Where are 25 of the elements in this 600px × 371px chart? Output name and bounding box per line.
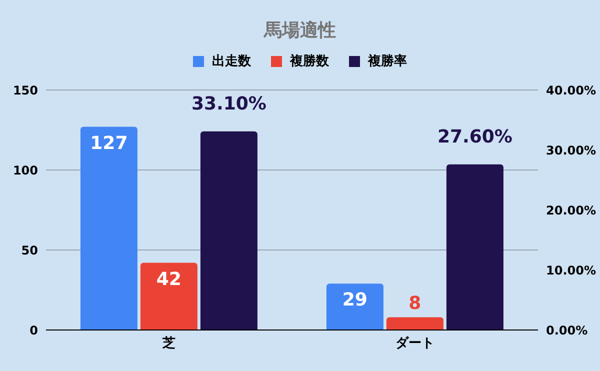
y-tick-label: 50 (21, 243, 38, 258)
x-tick-label: ダート (396, 336, 434, 352)
y2-tick-label: 40.00% (546, 83, 596, 98)
data-label: 29 (342, 290, 368, 311)
bar (326, 284, 384, 330)
legend-label: 出走数 (212, 53, 251, 70)
data-label: 127 (90, 132, 128, 154)
data-label: 27.60% (437, 126, 512, 148)
bar (140, 262, 198, 330)
y-tick-label: 0 (30, 323, 38, 338)
y2-tick-label: 0.00% (546, 323, 588, 338)
legend-label: 複勝数 (290, 52, 329, 70)
data-label: 42 (156, 268, 182, 290)
chart-title: 馬場適性 (262, 19, 337, 42)
y-tick-label: 150 (12, 83, 38, 98)
legend-label: 複勝率 (368, 52, 407, 70)
data-label: 33.10% (191, 93, 266, 114)
y2-tick-label: 20.00% (546, 203, 596, 218)
data-label: 8 (408, 293, 422, 314)
x-tick-label: 芝 (162, 336, 176, 352)
y-tick-label: 100 (12, 163, 38, 178)
bar (80, 126, 138, 330)
y2-tick-label: 30.00% (546, 143, 596, 158)
y2-tick-label: 10.00% (546, 263, 596, 278)
bar (386, 317, 444, 330)
